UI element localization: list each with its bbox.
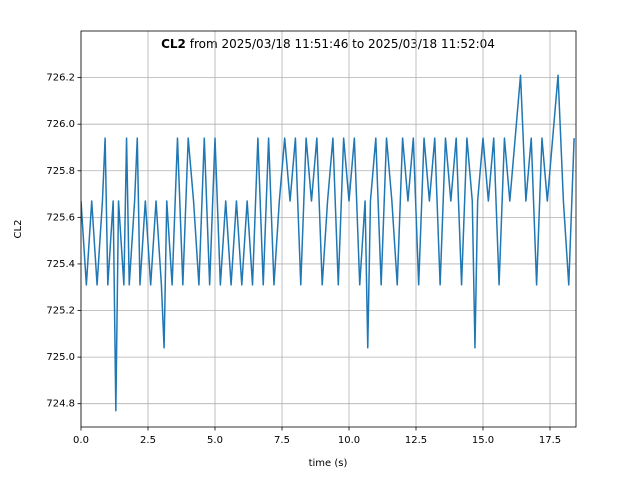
x-tick-label: 12.5: [405, 435, 427, 446]
x-tick-label: 7.5: [274, 435, 290, 446]
y-tick-label: 724.8: [46, 399, 75, 410]
x-tick-label: 5.0: [207, 435, 223, 446]
y-axis-label: CL2: [13, 220, 24, 239]
y-tick-label: 726.0: [46, 119, 75, 130]
y-tick-label: 726.2: [46, 73, 75, 84]
y-tick-label: 725.4: [46, 259, 75, 270]
x-tick-label: 15.0: [472, 435, 494, 446]
title-bold: CL2: [161, 37, 186, 51]
data-line: [81, 74, 575, 412]
y-tick-label: 725.6: [46, 212, 75, 223]
x-axis-label: time (s): [309, 458, 348, 469]
y-tick-label: 725.2: [46, 306, 75, 317]
title-text: from 2025/03/18 11:51:46 to 2025/03/18 1…: [190, 37, 495, 51]
y-tick-label: 725.8: [46, 166, 75, 177]
x-tick-label: 10.0: [338, 435, 360, 446]
x-tick-label: 2.5: [140, 435, 156, 446]
x-tick-label: 17.5: [539, 435, 561, 446]
chart-title: CL2 from 2025/03/18 11:51:46 to 2025/03/…: [161, 37, 495, 51]
x-tick-label: 0.0: [73, 435, 89, 446]
plot-frame: [80, 30, 577, 428]
y-tick-label: 725.0: [46, 352, 75, 363]
